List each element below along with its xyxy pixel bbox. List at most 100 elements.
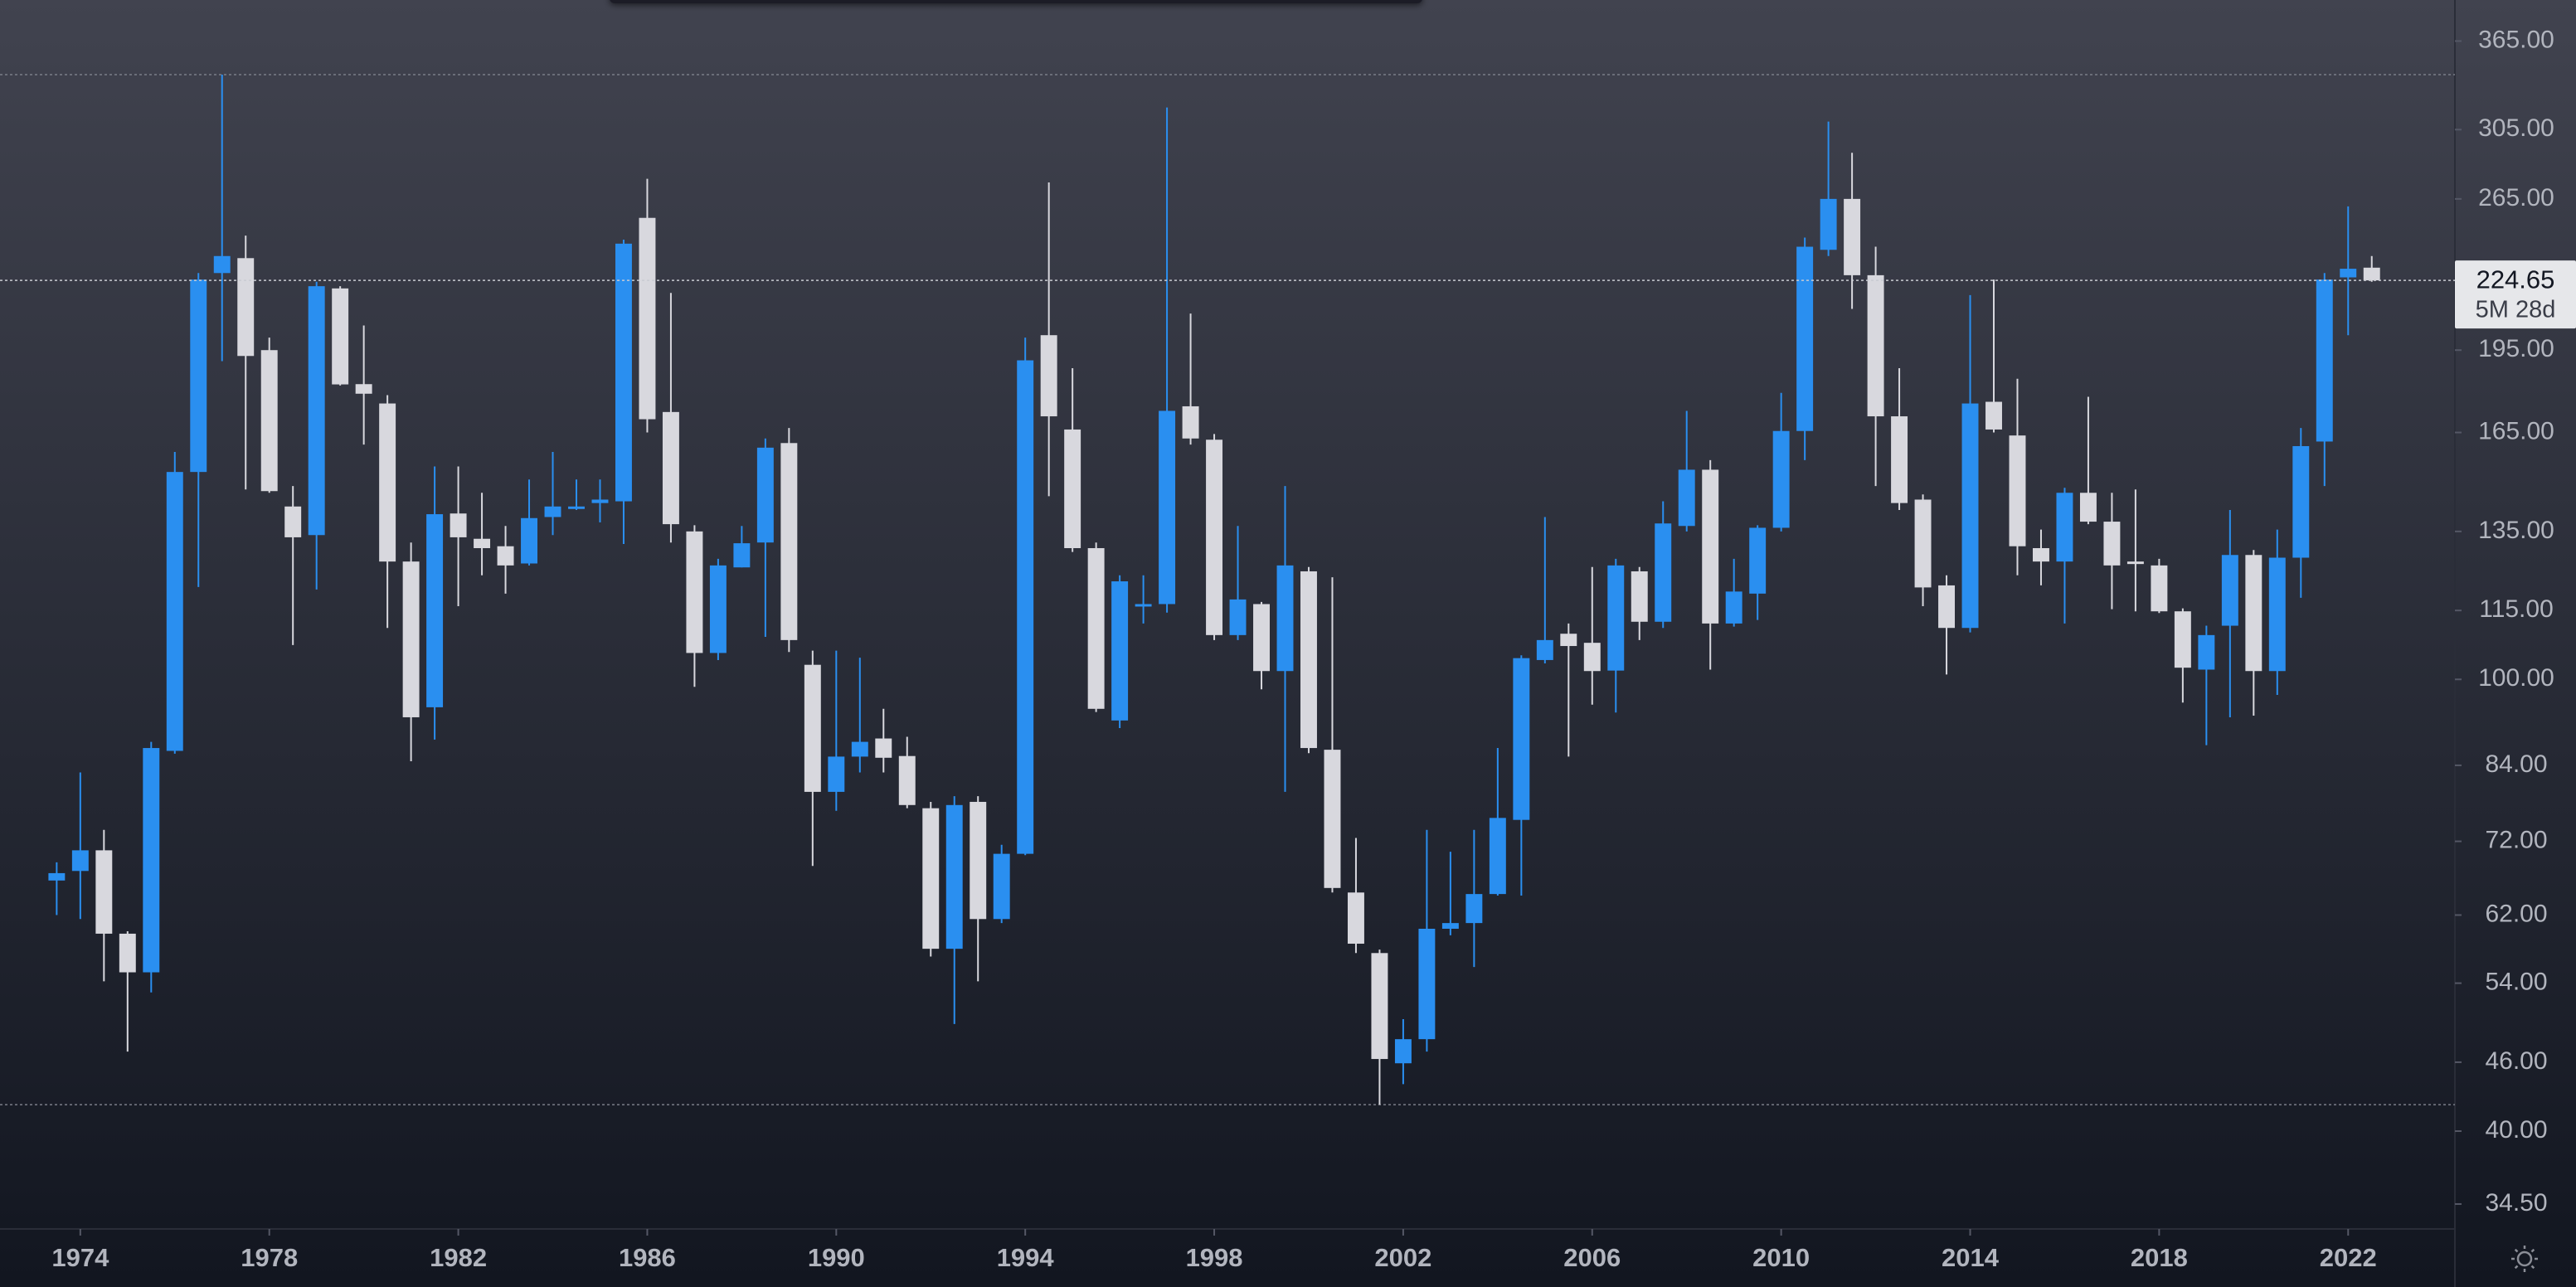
candle-body — [1820, 198, 1837, 250]
candle-body — [1891, 416, 1908, 503]
candle-body — [308, 286, 325, 536]
y-tick-label: 365.00 — [2478, 26, 2554, 53]
candle-body — [804, 664, 821, 792]
candle-body — [1371, 953, 1388, 1060]
candle-body — [851, 741, 868, 757]
candle-body — [568, 506, 585, 509]
candle-body — [284, 506, 302, 537]
candle-body — [143, 748, 160, 973]
x-tick-label: 1990 — [808, 1243, 865, 1272]
x-tick-label: 1986 — [619, 1243, 676, 1272]
y-tick-label: 195.00 — [2478, 335, 2554, 362]
candle-body — [615, 243, 632, 502]
candle-body — [1135, 604, 1152, 607]
y-tick-label: 34.50 — [2485, 1189, 2547, 1217]
candle-body — [1276, 565, 1294, 672]
candle-body — [733, 543, 751, 568]
settings-icon[interactable] — [2511, 1246, 2538, 1272]
candle-body — [2009, 435, 2026, 546]
candle-body — [1867, 274, 1884, 417]
x-tick-label: 1974 — [51, 1243, 109, 1272]
candle-body — [497, 546, 514, 566]
y-tick-label: 72.00 — [2485, 826, 2547, 853]
candle-body — [2126, 561, 2144, 565]
candle-body — [970, 801, 987, 920]
candle-body — [1206, 440, 1223, 635]
candle-body — [48, 872, 66, 881]
candle-body — [544, 506, 561, 517]
candle-body — [2316, 279, 2333, 442]
candle-body — [945, 804, 963, 949]
candle-body — [1324, 750, 1341, 888]
candle-body — [1914, 499, 1932, 588]
candle-body — [95, 850, 113, 934]
candle-body — [1655, 523, 1672, 622]
candle-body — [1678, 469, 1695, 527]
candle-body — [1489, 818, 1506, 895]
candle-body — [2292, 445, 2310, 558]
candle-body — [166, 472, 183, 751]
candle-body — [1536, 639, 1553, 660]
candle-body — [2198, 634, 2215, 670]
candle-body — [1040, 335, 1057, 417]
y-tick-label: 62.00 — [2485, 900, 2547, 927]
candle-body — [2340, 269, 2357, 278]
candle-body — [1583, 643, 1601, 672]
candle-body — [1300, 571, 1317, 749]
y-tick-label: 100.00 — [2478, 664, 2554, 692]
y-tick-label: 54.00 — [2485, 969, 2547, 996]
candle-body — [1394, 1039, 1412, 1064]
candle-body — [1844, 198, 1861, 275]
y-tick-label: 165.00 — [2478, 417, 2554, 444]
candle-body — [1253, 604, 1270, 672]
candle-body — [190, 279, 207, 473]
candle-body — [828, 756, 845, 792]
candle-body — [922, 808, 940, 949]
candle-body — [521, 517, 537, 564]
x-tick-label: 2014 — [1942, 1243, 2000, 1272]
candle-body — [71, 850, 89, 872]
candle-body — [260, 350, 278, 492]
candle-body — [2151, 565, 2168, 612]
candle-body — [450, 513, 467, 537]
candle-body — [1064, 429, 1081, 548]
candle-body — [898, 755, 916, 805]
candle-body — [1631, 571, 1648, 622]
candle-body — [2056, 493, 2073, 562]
candle-body — [1017, 360, 1034, 854]
x-tick-label: 2006 — [1563, 1243, 1621, 1272]
candle-body — [780, 443, 798, 640]
candle-body — [1560, 634, 1577, 647]
candle-body — [332, 288, 349, 385]
x-tick-label: 2022 — [2320, 1243, 2377, 1272]
candles — [48, 74, 2380, 1105]
candle-body — [2363, 267, 2380, 281]
candle-body — [1441, 923, 1459, 929]
candle-body — [2174, 611, 2191, 668]
y-tick-label: 46.00 — [2485, 1047, 2547, 1075]
candle-body — [1749, 527, 1767, 594]
candle-body — [2268, 557, 2286, 672]
candle-body — [1418, 928, 1436, 1040]
x-tick-label: 1978 — [241, 1243, 298, 1272]
candle-body — [1702, 469, 1719, 624]
y-tick-label: 265.00 — [2478, 184, 2554, 211]
candle-body — [2079, 493, 2097, 522]
candle-body — [1347, 892, 1364, 945]
candle-body — [474, 538, 491, 548]
x-tick-label: 2010 — [1752, 1243, 1810, 1272]
candle-body — [119, 933, 136, 973]
candle-body — [756, 447, 774, 543]
candle-body — [2245, 555, 2263, 672]
candle-body — [1159, 410, 1176, 605]
candle-body — [875, 738, 892, 758]
bar-countdown: 5M 28d — [2476, 297, 2556, 323]
y-tick-label: 305.00 — [2478, 114, 2554, 142]
y-tick-label: 40.00 — [2485, 1116, 2547, 1144]
y-tick-label: 84.00 — [2485, 750, 2547, 778]
x-tick-label: 2018 — [2131, 1243, 2188, 1272]
candle-body — [213, 255, 231, 274]
last-price-label: 224.65 — [2476, 265, 2555, 294]
